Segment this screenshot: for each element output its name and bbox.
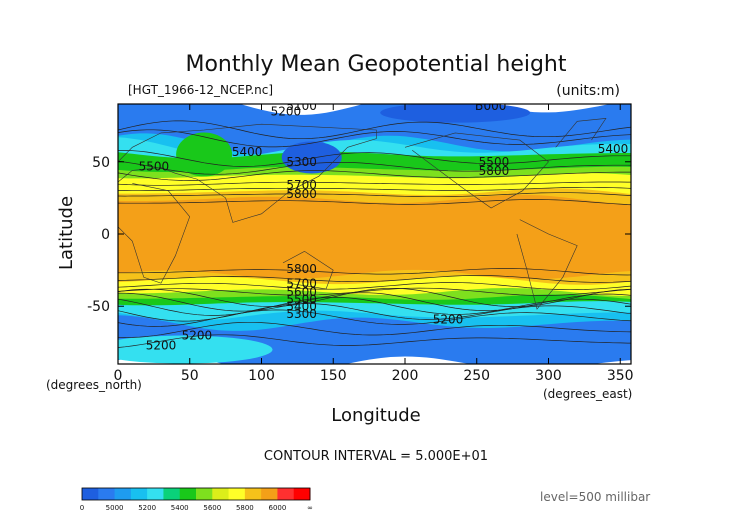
contour-label: 5200 — [146, 339, 177, 353]
x-axis-ticks: 0 50 100 150 200 250 300 350 — [114, 104, 634, 384]
contour-line — [118, 268, 631, 276]
colorbar-swatch — [147, 488, 164, 500]
colorbar-swatch — [244, 488, 262, 500]
contour-label: 5300 — [286, 155, 317, 169]
y-tick-label: 50 — [92, 155, 110, 171]
coastline — [282, 250, 334, 290]
coastline — [118, 123, 377, 223]
contour-label: 5000 — [476, 99, 507, 113]
coastline — [516, 219, 578, 310]
x-tick-label: 0 — [114, 368, 123, 384]
contour-line — [118, 309, 631, 327]
x-tick-label: 200 — [392, 368, 419, 384]
y-tick-label: 0 — [101, 227, 110, 243]
x-tick-label: 350 — [607, 368, 634, 384]
contour-line — [118, 186, 631, 192]
level-text: level=500 millibar — [540, 490, 650, 504]
contour-label: 5600 — [286, 285, 317, 299]
contour-label: 5800 — [286, 262, 317, 276]
contour-label: 5200 — [182, 328, 213, 342]
colorbar-label: 0 — [80, 504, 84, 512]
colorbar-label: 5800 — [236, 504, 254, 512]
file-label: [HGT_1966-12_NCEP.nc] — [128, 83, 273, 97]
y-tick-label: -50 — [87, 299, 110, 315]
contour-label: 5300 — [286, 307, 317, 321]
contour-line — [118, 120, 631, 140]
x-unit-label: (degrees_east) — [543, 387, 632, 401]
contour-label: 5200 — [271, 105, 302, 119]
contour-label: 5200 — [433, 313, 464, 327]
contour-line — [118, 296, 631, 316]
contour-line — [118, 287, 631, 307]
shade-band — [118, 194, 631, 279]
contour-label: 5500 — [139, 159, 170, 173]
x-tick-label: 100 — [248, 368, 275, 384]
coastline — [404, 132, 549, 209]
coastline — [555, 118, 607, 148]
contour-line — [118, 282, 631, 291]
colorbar-swatch — [98, 488, 116, 500]
low-north — [380, 104, 531, 123]
y-axis-ticks: -50 0 50 — [87, 155, 631, 315]
chart-title: Monthly Mean Geopotential height — [185, 52, 566, 77]
x-tick-label: 300 — [535, 368, 562, 384]
units-label: (units:m) — [556, 83, 620, 99]
x-tick-label: 50 — [181, 368, 199, 384]
contour-line — [118, 192, 631, 198]
contour-line — [118, 181, 631, 186]
y-unit-label: (degrees_north) — [46, 378, 142, 392]
colorbar-swatch — [228, 488, 246, 500]
colorbar-label: 5000 — [106, 504, 124, 512]
colorbar-swatch — [82, 488, 99, 500]
x-tick-label: 250 — [463, 368, 490, 384]
contour-label: 5400 — [232, 145, 263, 159]
colorbar-label: 5600 — [203, 504, 221, 512]
contour-label: 5400 — [598, 142, 629, 156]
colorbar-swatch — [163, 488, 181, 500]
colorbar-swatch — [261, 488, 278, 500]
contour-label: 5500 — [479, 155, 510, 169]
colorbar-label: 5400 — [171, 504, 189, 512]
colorbar-swatch — [130, 488, 148, 500]
contour-line — [118, 334, 631, 348]
contour-label: 5400 — [286, 300, 317, 314]
contour-line — [118, 275, 631, 283]
contour-label: 5500 — [286, 292, 317, 306]
contour-line — [118, 321, 631, 338]
contour-interval-text: CONTOUR INTERVAL = 5.000E+01 — [264, 449, 488, 464]
contour-label: 5700 — [286, 178, 317, 192]
coastlines — [118, 118, 607, 310]
ridge-north — [176, 132, 233, 177]
contour-line — [118, 150, 631, 167]
southern-ridge — [118, 335, 273, 364]
color-bands — [118, 104, 631, 364]
colorbar-swatch — [293, 488, 311, 500]
x-tick-label: 150 — [320, 368, 347, 384]
y-axis-label: Latitude — [56, 196, 77, 270]
contour-line — [118, 303, 631, 322]
contour-label: 5100 — [286, 99, 317, 113]
contour-line — [118, 170, 631, 181]
colorbar-label: ∞ — [307, 504, 313, 512]
colorbar: 0 5000 5200 5400 5600 5800 6000 ∞ — [80, 487, 313, 512]
colorbar-swatch — [277, 488, 295, 500]
coastline — [118, 183, 191, 284]
colorbar-label: 5200 — [138, 504, 156, 512]
colorbar-swatch — [114, 488, 132, 500]
colorbar-swatch — [212, 488, 230, 500]
contour-label: 5800 — [479, 164, 510, 178]
contour-label: 5800 — [286, 187, 317, 201]
contour-line — [118, 160, 631, 175]
colorbar-swatch — [196, 488, 213, 500]
contour-line — [118, 199, 631, 206]
colorbar-label: 6000 — [269, 504, 287, 512]
colorbar-swatch — [179, 488, 197, 500]
colorbar-frame — [81, 487, 311, 501]
contour-line — [118, 292, 631, 312]
x-axis-label: Longitude — [331, 405, 421, 426]
contour-label: 5700 — [286, 276, 317, 290]
